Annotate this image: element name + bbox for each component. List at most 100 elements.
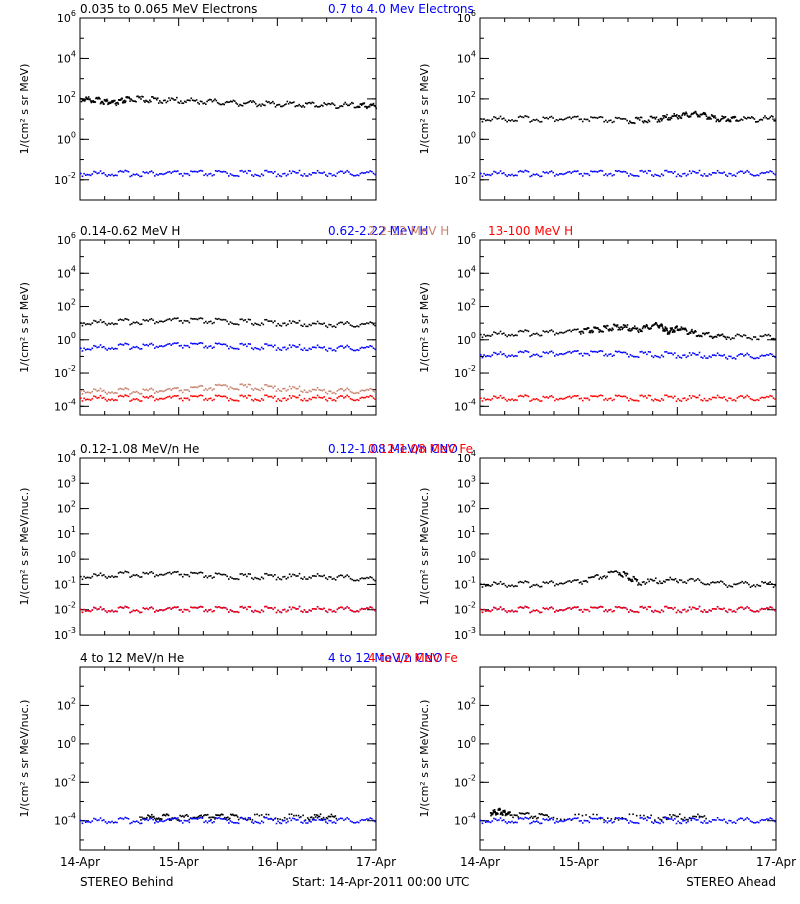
y-axis-label: 1/(cm² s sr MeV/nuc.) xyxy=(418,488,431,606)
data-point xyxy=(259,578,261,581)
data-point xyxy=(704,112,706,114)
data-point xyxy=(741,606,744,609)
data-point xyxy=(93,606,95,609)
data-point xyxy=(701,335,703,338)
data-point xyxy=(326,400,329,402)
data-point xyxy=(545,116,548,119)
data-point xyxy=(152,171,154,174)
data-point xyxy=(530,610,533,613)
data-point xyxy=(128,97,131,100)
data-point xyxy=(99,394,102,397)
data-point xyxy=(675,115,677,117)
data-point xyxy=(229,386,232,388)
data-point xyxy=(680,400,683,402)
data-point xyxy=(577,817,579,819)
data-point xyxy=(593,606,596,609)
data-point xyxy=(606,324,609,327)
data-point xyxy=(292,386,294,388)
data-point xyxy=(722,335,725,338)
data-point xyxy=(746,337,748,339)
data-point xyxy=(280,349,283,351)
data-point xyxy=(326,175,329,178)
data-point xyxy=(361,607,363,610)
data-point xyxy=(173,99,176,101)
data-point xyxy=(642,607,645,609)
y-tick-label: 10-2 xyxy=(54,601,76,617)
title-part-black: 0.035 to 0.065 MeV Electrons xyxy=(80,2,257,16)
data-point xyxy=(315,389,317,391)
data-point xyxy=(349,390,352,393)
data-point xyxy=(104,398,107,401)
x-tick-label: 15-Apr xyxy=(159,855,199,869)
data-point xyxy=(522,818,525,820)
data-point xyxy=(757,821,760,824)
data-point xyxy=(297,575,299,577)
data-point xyxy=(726,175,729,178)
data-point xyxy=(178,819,180,821)
data-point xyxy=(614,350,617,353)
data-point xyxy=(716,816,719,819)
data-point xyxy=(221,607,224,609)
data-point xyxy=(213,321,215,324)
data-point xyxy=(149,388,151,390)
data-point xyxy=(195,572,197,574)
data-point xyxy=(234,399,237,402)
data-point xyxy=(611,610,614,613)
data-point xyxy=(214,818,216,820)
data-point xyxy=(644,395,647,397)
data-point xyxy=(754,399,757,402)
data-point xyxy=(201,572,204,574)
data-point xyxy=(714,117,717,119)
data-point xyxy=(127,395,130,398)
data-point xyxy=(343,576,345,579)
data-point xyxy=(213,388,215,390)
data-point xyxy=(667,395,670,398)
data-point xyxy=(749,117,752,120)
data-point xyxy=(769,352,772,355)
data-point xyxy=(557,398,559,401)
data-point xyxy=(637,584,639,586)
data-point xyxy=(362,608,365,610)
y-tick-label: 10-3 xyxy=(454,626,476,642)
data-point xyxy=(306,578,309,580)
data-point xyxy=(274,395,276,398)
data-point xyxy=(598,606,600,608)
data-point xyxy=(630,580,633,583)
data-point xyxy=(357,579,360,582)
data-point xyxy=(226,608,228,611)
data-point xyxy=(609,119,612,122)
data-point xyxy=(762,354,765,357)
data-point xyxy=(328,172,330,175)
data-point xyxy=(109,174,112,177)
data-point xyxy=(622,327,624,329)
data-point xyxy=(308,576,311,579)
data-point xyxy=(183,344,186,347)
data-point xyxy=(603,399,605,401)
data-point xyxy=(278,389,281,392)
data-point xyxy=(129,100,131,102)
data-point xyxy=(341,105,344,108)
data-point xyxy=(226,397,228,399)
data-point xyxy=(144,396,146,399)
data-point xyxy=(103,98,106,101)
data-point xyxy=(155,820,158,823)
data-point xyxy=(254,398,256,401)
data-point xyxy=(80,97,82,100)
data-point xyxy=(91,397,94,400)
data-point xyxy=(145,607,148,610)
data-point xyxy=(481,175,484,178)
data-point xyxy=(214,169,217,172)
data-point xyxy=(503,811,505,814)
data-point xyxy=(200,571,202,574)
data-point xyxy=(771,817,773,820)
data-point xyxy=(249,100,252,102)
data-point xyxy=(572,818,574,820)
data-point xyxy=(657,118,660,121)
data-point xyxy=(80,819,82,822)
data-point xyxy=(498,809,501,811)
data-point xyxy=(583,172,586,175)
data-point xyxy=(672,329,675,331)
data-point xyxy=(657,356,660,358)
y-tick-label: 103 xyxy=(57,474,76,490)
